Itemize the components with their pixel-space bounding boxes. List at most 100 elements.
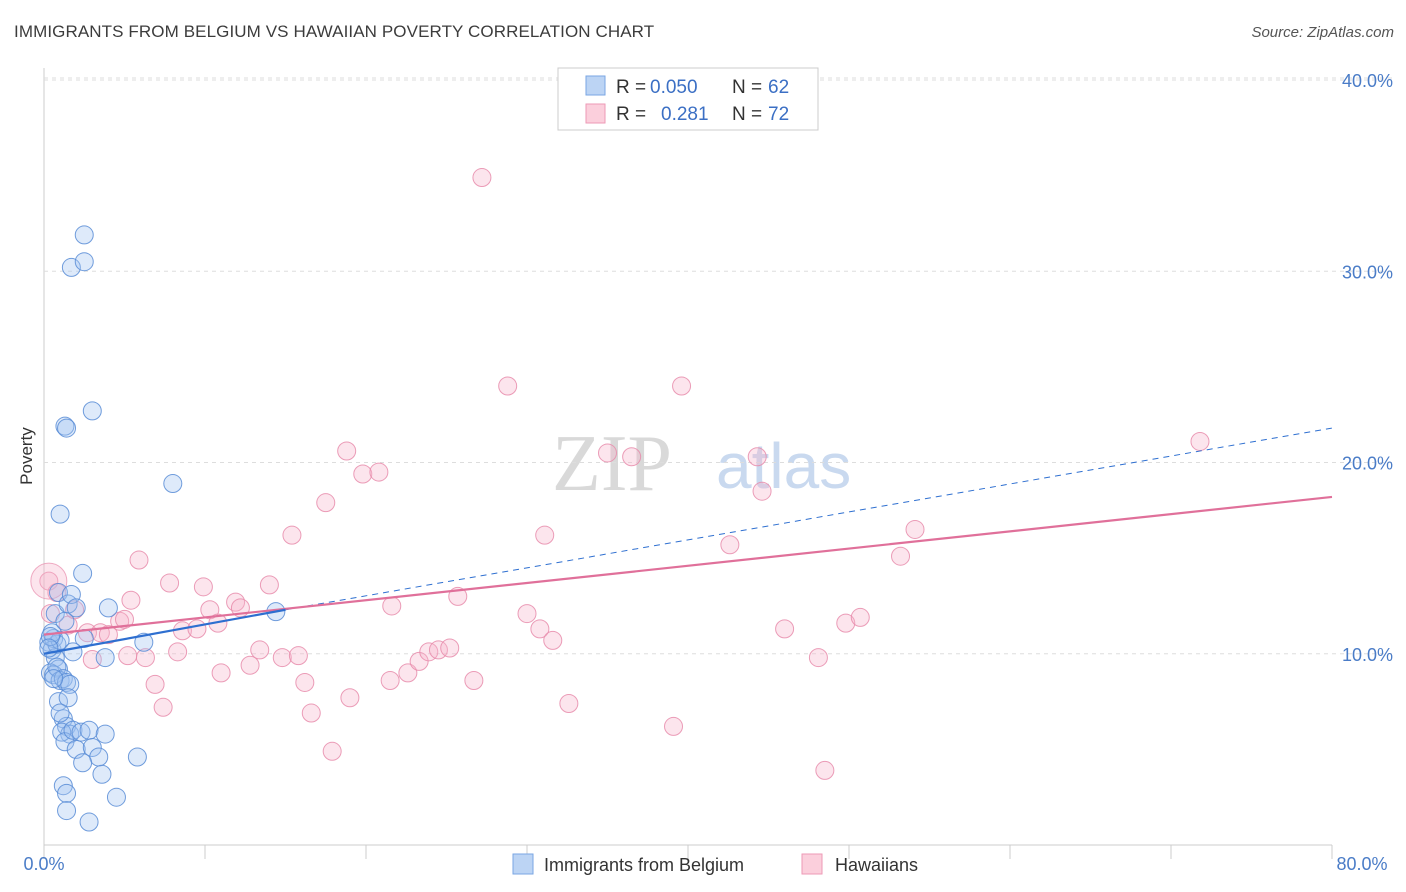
legend-n-label-1: N = [732, 77, 762, 98]
point-belgium [74, 225, 94, 245]
point-belgium [57, 801, 77, 821]
point-hawaiians [129, 550, 149, 570]
point-hawaiians [272, 648, 292, 668]
point-hawaiians [1190, 431, 1210, 451]
legend-r-label-1: R = [616, 77, 646, 98]
source-label: Source: ZipAtlas.com [1251, 24, 1394, 41]
point-hawaiians [295, 672, 315, 692]
point-hawaiians [250, 640, 270, 660]
point-hawaiians [153, 697, 173, 717]
legend-swatch-pink [585, 103, 606, 124]
point-hawaiians-large [30, 562, 68, 600]
point-hawaiians [187, 619, 207, 639]
point-belgium [66, 598, 86, 618]
point-belgium [82, 401, 102, 421]
trend-line-belgium-dashed [285, 427, 1333, 611]
watermark-atlas: atlas [716, 430, 851, 502]
point-hawaiians [720, 535, 740, 555]
point-belgium [163, 474, 183, 494]
bottom-legend-swatch-pink [801, 853, 823, 875]
y-tick-label: 40.0% [1342, 71, 1393, 91]
point-belgium [58, 688, 78, 708]
point-hawaiians [598, 443, 617, 463]
point-hawaiians [559, 693, 579, 713]
point-hawaiians [382, 596, 402, 616]
point-hawaiians [322, 741, 342, 761]
point-belgium [39, 638, 59, 658]
legend: R = 0.050 N = 62 R = 0.281 N = 72 [557, 67, 819, 131]
point-hawaiians [517, 604, 537, 624]
y-axis-title: Poverty [17, 427, 36, 485]
point-belgium [57, 418, 77, 438]
point-hawaiians [145, 674, 165, 694]
point-belgium [55, 732, 75, 752]
point-hawaiians [815, 760, 835, 780]
point-hawaiians [259, 575, 279, 595]
point-belgium [71, 722, 91, 742]
point-hawaiians [905, 519, 925, 539]
bottom-legend-label-pink: Hawaiians [835, 855, 918, 875]
point-belgium [79, 720, 99, 740]
point-hawaiians [160, 573, 180, 593]
point-belgium [89, 747, 109, 767]
point-hawaiians [211, 663, 231, 683]
point-hawaiians [398, 663, 418, 683]
point-belgium [63, 642, 83, 662]
point-hawaiians [850, 607, 870, 627]
point-hawaiians [316, 493, 336, 513]
point-hawaiians [337, 441, 357, 461]
point-belgium [95, 648, 115, 668]
point-belgium [50, 671, 70, 691]
watermark-zip: ZIP [552, 420, 672, 508]
point-hawaiians [419, 642, 439, 662]
point-belgium [127, 747, 147, 767]
point-hawaiians [752, 481, 772, 501]
point-belgium [82, 737, 102, 757]
point-hawaiians [535, 525, 555, 545]
legend-n-value-1: 62 [768, 77, 789, 98]
y-tick-label: 20.0% [1342, 454, 1393, 474]
point-hawaiians [369, 462, 389, 482]
point-hawaiians [747, 447, 767, 467]
point-hawaiians [380, 671, 400, 691]
legend-n-label-2: N = [732, 104, 762, 125]
bottom-legend-label-blue: Immigrants from Belgium [544, 855, 744, 875]
point-belgium [106, 787, 126, 807]
point-belgium [45, 604, 65, 624]
point-belgium [57, 783, 77, 803]
x-tick-label-max: 80.0% [1336, 854, 1387, 874]
point-belgium [50, 630, 70, 650]
point-belgium [61, 257, 81, 277]
point-belgium [79, 812, 99, 832]
point-hawaiians [498, 376, 518, 396]
point-hawaiians [530, 619, 550, 639]
bottom-legend: Immigrants from Belgium Hawaiians [512, 853, 918, 875]
point-hawaiians [808, 648, 828, 668]
point-belgium [73, 753, 93, 773]
point-hawaiians [664, 716, 684, 736]
legend-swatch-blue [585, 75, 606, 96]
point-hawaiians [409, 651, 429, 671]
point-hawaiians [193, 577, 213, 597]
point-belgium [95, 724, 115, 744]
x-tick-label-min: 0.0% [23, 854, 64, 874]
chart-title: IMMIGRANTS FROM BELGIUM VS HAWAIIAN POVE… [14, 22, 655, 41]
point-hawaiians [440, 638, 460, 658]
point-hawaiians [98, 625, 118, 645]
point-hawaiians [115, 609, 134, 629]
point-belgium [50, 703, 70, 723]
point-hawaiians [836, 613, 856, 633]
point-belgium [74, 252, 94, 272]
point-hawaiians [353, 464, 373, 484]
point-hawaiians [301, 703, 321, 723]
point-hawaiians [168, 642, 188, 662]
point-hawaiians [77, 623, 97, 643]
point-hawaiians [121, 590, 141, 610]
legend-n-value-2: 72 [768, 104, 789, 125]
legend-r-value-2: 0.281 [661, 104, 709, 125]
bottom-legend-swatch-blue [512, 853, 534, 875]
point-hawaiians [672, 376, 692, 396]
point-belgium [92, 764, 112, 784]
point-belgium [63, 720, 83, 740]
